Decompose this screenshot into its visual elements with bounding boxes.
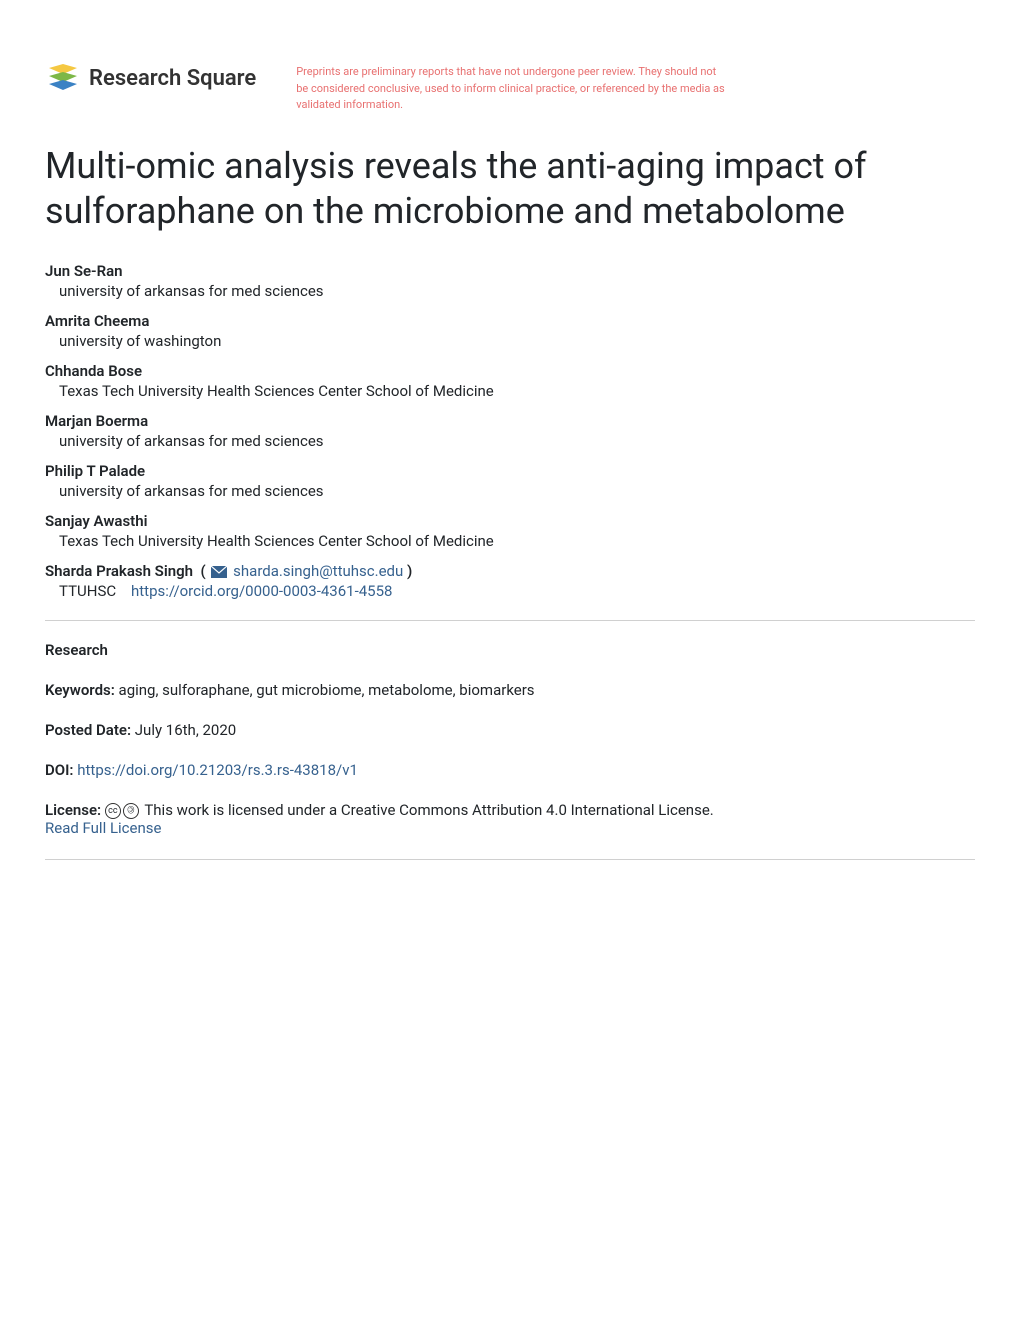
license-text: This work is licensed under a Creative C…: [144, 801, 713, 819]
author-name: Amrita Cheema: [45, 312, 975, 330]
license-link[interactable]: Read Full License: [45, 819, 161, 837]
research-square-logo-icon: [45, 60, 81, 96]
author-affiliation: Texas Tech University Health Sciences Ce…: [45, 532, 975, 550]
author-affiliation: university of arkansas for med sciences: [45, 482, 975, 500]
author-block: Philip T Palade university of arkansas f…: [45, 462, 975, 500]
license-row: License: cc🄯 This work is licensed under…: [45, 801, 975, 837]
author-name: Jun Se-Ran: [45, 262, 975, 280]
author-affiliation: university of arkansas for med sciences: [45, 432, 975, 450]
keywords-row: Keywords: aging, sulforaphane, gut micro…: [45, 681, 975, 699]
author-block: Chhanda Bose Texas Tech University Healt…: [45, 362, 975, 400]
divider: [45, 859, 975, 860]
article-title: Multi-omic analysis reveals the anti-agi…: [45, 144, 975, 234]
corresponding-author-name: Sharda Prakash Singh: [45, 562, 193, 580]
posted-date-row: Posted Date: July 16th, 2020: [45, 721, 975, 739]
corresponding-email-link[interactable]: sharda.singh@ttuhsc.edu: [233, 562, 403, 580]
corresponding-affiliation-line: TTUHSC https://orcid.org/0000-0003-4361-…: [45, 582, 975, 600]
author-name: Sanjay Awasthi: [45, 512, 975, 530]
authors-list: Jun Se-Ran university of arkansas for me…: [45, 262, 975, 600]
doi-label: DOI:: [45, 761, 74, 779]
cc-icon: cc: [105, 803, 121, 819]
posted-date-label: Posted Date:: [45, 721, 131, 739]
corresponding-affiliation: TTUHSC: [59, 582, 116, 600]
author-name: Marjan Boerma: [45, 412, 975, 430]
author-affiliation: university of arkansas for med sciences: [45, 282, 975, 300]
author-block: Sanjay Awasthi Texas Tech University Hea…: [45, 512, 975, 550]
article-type: Research: [45, 641, 975, 659]
license-label: License:: [45, 801, 101, 819]
author-affiliation: university of washington: [45, 332, 975, 350]
divider: [45, 620, 975, 621]
mail-icon: [211, 566, 227, 578]
corresponding-author-block: Sharda Prakash Singh ( sharda.singh@ttuh…: [45, 562, 975, 600]
author-affiliation: Texas Tech University Health Sciences Ce…: [45, 382, 975, 400]
doi-link[interactable]: https://doi.org/10.21203/rs.3.rs-43818/v…: [77, 761, 358, 779]
doi-row: DOI: https://doi.org/10.21203/rs.3.rs-43…: [45, 761, 975, 779]
logo-text: Research Square: [89, 66, 256, 91]
author-block: Jun Se-Ran university of arkansas for me…: [45, 262, 975, 300]
author-block: Amrita Cheema university of washington: [45, 312, 975, 350]
keywords-label: Keywords:: [45, 681, 115, 699]
corresponding-author-line: Sharda Prakash Singh ( sharda.singh@ttuh…: [45, 562, 975, 580]
by-icon: 🄯: [123, 803, 139, 819]
logo[interactable]: Research Square: [45, 60, 256, 96]
author-name: Chhanda Bose: [45, 362, 975, 380]
disclaimer-text: Preprints are preliminary reports that h…: [296, 60, 726, 114]
author-name: Philip T Palade: [45, 462, 975, 480]
author-block: Marjan Boerma university of arkansas for…: [45, 412, 975, 450]
keywords-value: aging, sulforaphane, gut microbiome, met…: [119, 681, 535, 699]
orcid-link[interactable]: https://orcid.org/0000-0003-4361-4558: [131, 582, 392, 600]
posted-date-value: July 16th, 2020: [135, 721, 236, 739]
header-row: Research Square Preprints are preliminar…: [45, 60, 975, 114]
